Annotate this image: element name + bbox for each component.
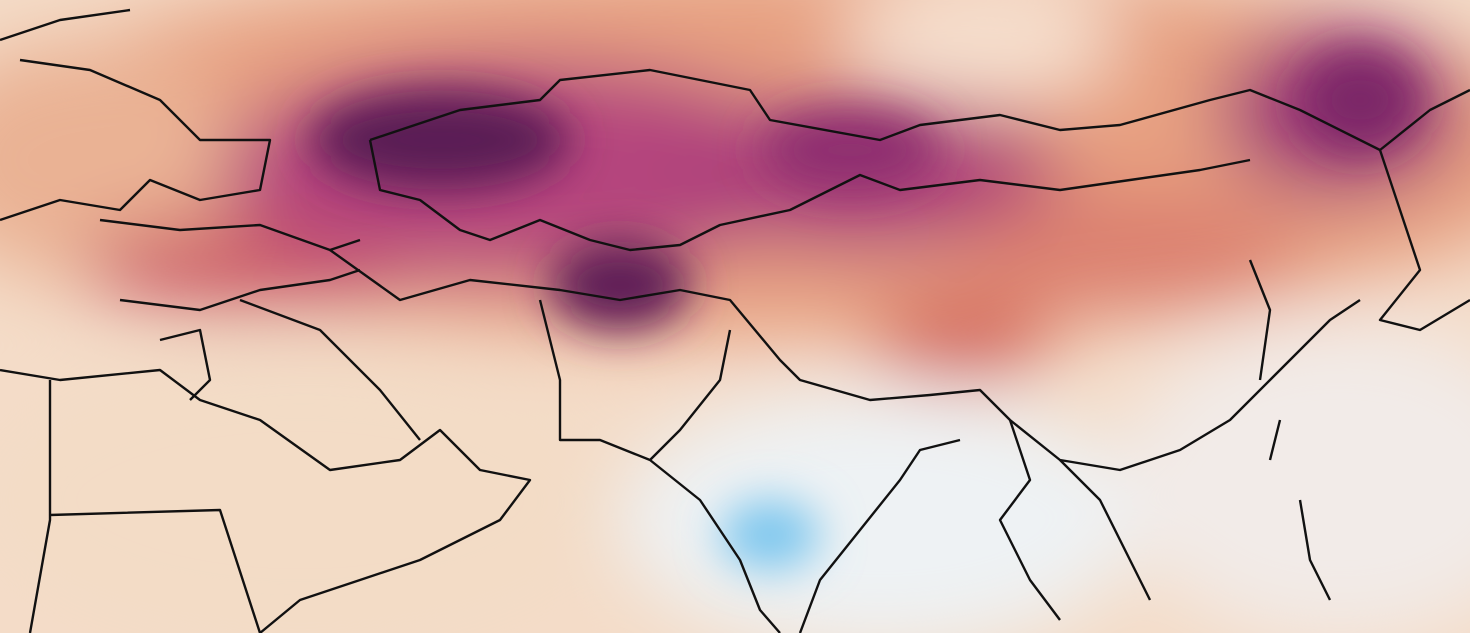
tibet-warm [870, 300, 1050, 380]
border [99, 218, 361, 312]
core-mongolia [760, 110, 940, 190]
core-afghanistan [550, 240, 690, 330]
country-borders [0, 8, 1470, 633]
china-warm [960, 190, 1300, 310]
core-siberia [1300, 50, 1420, 150]
border [1378, 149, 1470, 332]
core-kazakhstan [310, 90, 570, 190]
border [369, 68, 1470, 152]
india-neutral [620, 390, 1140, 633]
border [0, 368, 532, 633]
border [538, 299, 961, 633]
border [368, 139, 1251, 252]
border [998, 259, 1332, 621]
europe-warm [0, 40, 240, 280]
pacific-neutral [1120, 320, 1470, 633]
border [0, 8, 272, 222]
border [329, 249, 1361, 472]
arabia-pale [0, 350, 620, 633]
border [159, 298, 421, 441]
pale-patch [840, 0, 1120, 100]
cool-india [720, 500, 820, 570]
